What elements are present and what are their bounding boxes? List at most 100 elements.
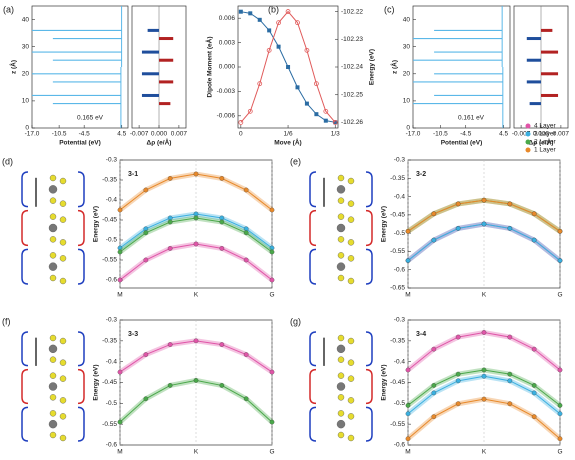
x-tick-label: -4.5 (79, 131, 91, 138)
atom (347, 375, 355, 382)
band-point (507, 371, 513, 377)
marker (295, 85, 300, 90)
marker (276, 20, 281, 26)
panel-label: (e) (290, 156, 301, 166)
panel-label: (b) (268, 4, 279, 14)
y-tick-label: -0.35 (390, 175, 405, 182)
band-point (481, 197, 487, 203)
x-tick-label: K (194, 292, 199, 299)
bracket (365, 368, 373, 405)
bracket (21, 171, 29, 208)
y-tick-label: -0.4 (394, 358, 406, 365)
bracket (21, 368, 29, 405)
x-tick-label: G (269, 292, 274, 299)
y-tick-label: 0.003 (219, 39, 236, 46)
x-tick-label: -4.5 (460, 131, 472, 138)
marker (295, 20, 300, 26)
y-tick-label: -0.3 (394, 157, 406, 164)
band-point (167, 176, 173, 181)
band-point (117, 369, 123, 375)
atom (48, 344, 58, 354)
atom (337, 274, 345, 282)
atom (347, 277, 355, 285)
band-point (481, 396, 487, 402)
series-line (240, 10, 336, 123)
panel-title: 3-4 (416, 331, 426, 338)
y-tick-label: 30 (22, 43, 30, 50)
atom (337, 334, 345, 342)
x-tick-label: M (117, 292, 122, 299)
y-tick-label: -0.3 (106, 317, 118, 324)
x-axis-label: Potential (eV) (59, 140, 101, 147)
atom (48, 419, 58, 429)
bracket (365, 209, 373, 247)
marker (247, 108, 253, 114)
atom (49, 274, 57, 282)
marker (238, 120, 244, 125)
band-point (455, 378, 461, 384)
panel-title: 3-2 (416, 171, 426, 178)
x-tick-label: G (557, 292, 562, 299)
legend-swatch (525, 139, 531, 145)
y-tick-label: -102.23 (341, 36, 363, 43)
band-point (117, 207, 123, 213)
band-point (219, 246, 225, 251)
band-point (455, 226, 461, 231)
y-tick-label: -0.3 (106, 157, 118, 164)
atom (49, 431, 57, 439)
atom (336, 419, 346, 429)
x-tick-label: 0.000 (533, 131, 550, 138)
band-point (219, 383, 225, 388)
panel-title: 3-3 (128, 331, 138, 338)
band-point (455, 371, 461, 377)
bracket (77, 331, 85, 367)
drho-bar (541, 93, 559, 97)
bracket (77, 368, 85, 405)
band-point (143, 352, 149, 357)
legend-label: 3 Layer (534, 131, 557, 138)
band-point (507, 401, 513, 407)
y-tick-label: -0.45 (390, 379, 405, 386)
drho-bar (159, 58, 174, 62)
band-point (143, 230, 149, 236)
band-point (167, 219, 173, 225)
y-tick-label: 0 (406, 125, 410, 132)
drho-bar (541, 50, 559, 54)
band-point (405, 411, 411, 417)
atom (337, 174, 345, 182)
atom (59, 397, 67, 404)
y-axis-label: Dipole Moment (eÅ) (205, 36, 214, 97)
drho-bar (159, 102, 171, 106)
band-point (507, 201, 513, 207)
band-point (431, 383, 437, 388)
atom (347, 359, 355, 366)
y-axis-label: Energy (eV) (381, 206, 388, 242)
y-tick-label: -102.22 (341, 8, 363, 15)
x-tick-label: 4.5 (499, 131, 508, 138)
marker (257, 81, 263, 87)
bracket (21, 406, 29, 442)
y-tick-label: -0.006 (217, 113, 236, 120)
band-point (167, 246, 173, 251)
marker (276, 44, 281, 49)
band-point (455, 201, 461, 207)
x-tick-label: G (557, 449, 562, 456)
legend-label: 2 Layer (534, 139, 557, 146)
y-tick-label: 40 (403, 16, 411, 23)
atom (49, 394, 57, 401)
band-point (243, 257, 249, 263)
drho-bar (159, 80, 174, 84)
y-tick-label: 40 (22, 16, 30, 23)
atom (49, 334, 57, 342)
y-tick-label: -0.6 (106, 442, 118, 449)
atom (49, 356, 57, 363)
y-axis-label: Energy (eV) (93, 206, 100, 242)
atom (336, 382, 346, 391)
drho-bar (159, 37, 174, 41)
band-point (557, 228, 563, 234)
atom (347, 434, 355, 442)
drho-bar (529, 102, 541, 106)
atom (49, 213, 57, 220)
band-point (167, 342, 173, 347)
y-tick-label: -0.6 (394, 442, 406, 449)
